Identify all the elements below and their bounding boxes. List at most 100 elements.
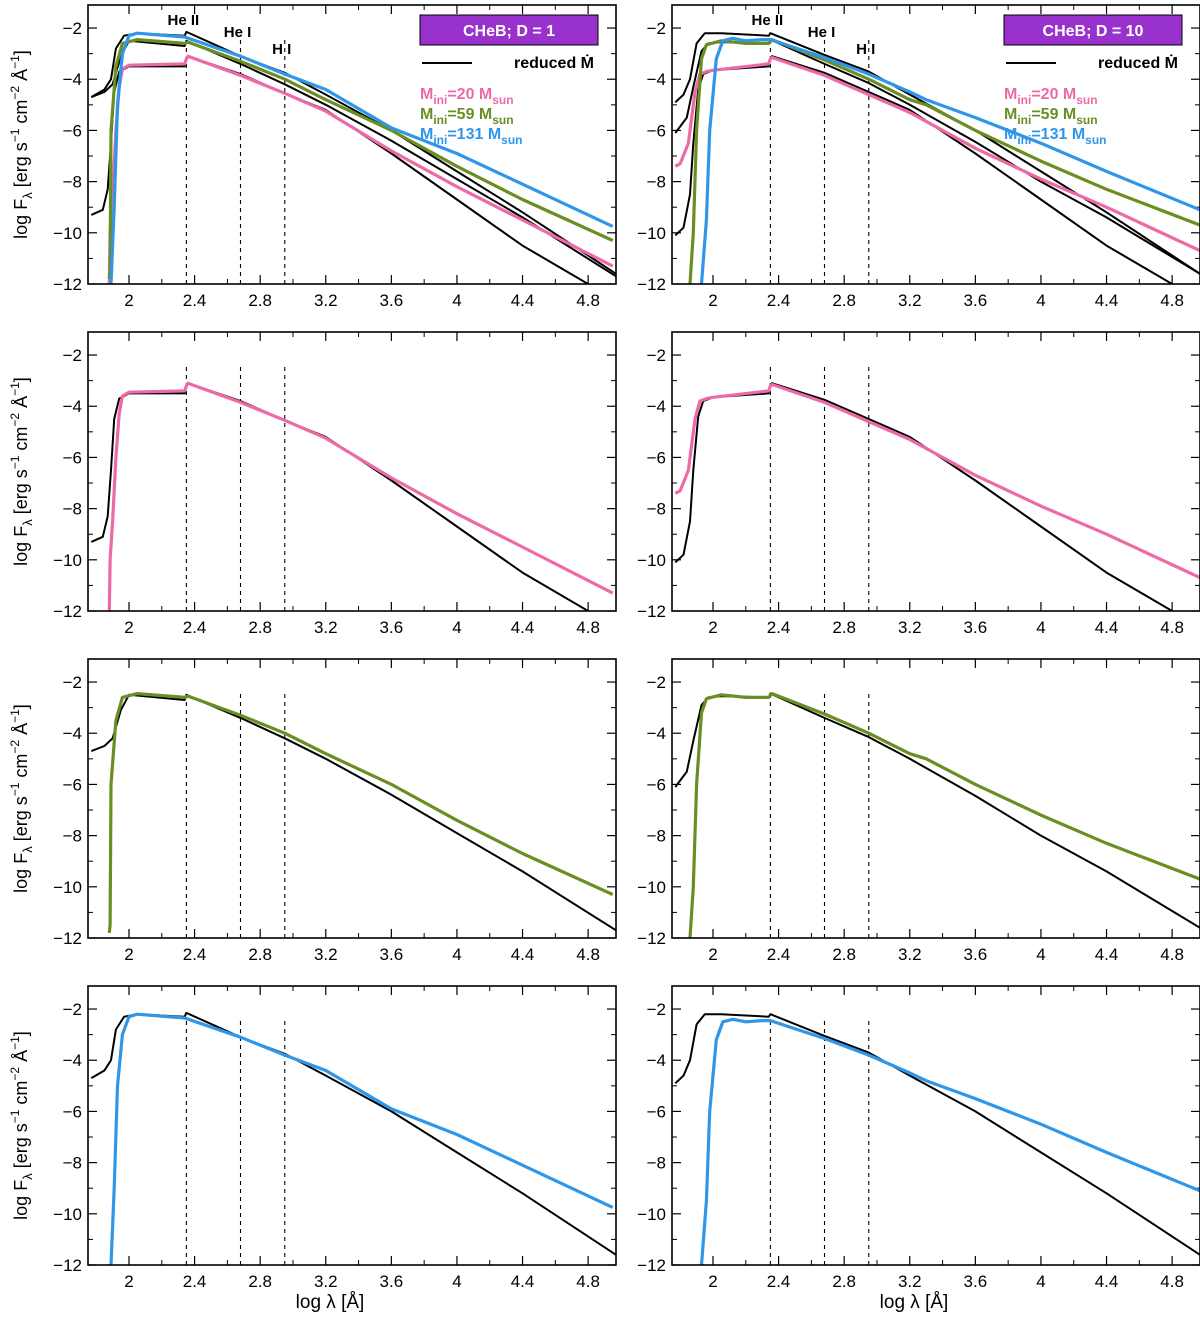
x-tick-label: 4	[452, 945, 461, 964]
x-tick-label: 4	[452, 291, 461, 310]
title-box-label: CHeB; D = 1	[463, 23, 555, 40]
y-tick-label: −6	[63, 121, 82, 140]
plot-frame	[88, 986, 616, 1265]
x-tick-label: 4.8	[576, 945, 600, 964]
series-m59	[690, 40, 1200, 284]
x-tick-label: 2.8	[248, 1272, 272, 1291]
y-tick-label: −8	[647, 500, 666, 519]
x-tick-label: 4.4	[511, 291, 535, 310]
x-tick-label: 3.2	[898, 291, 922, 310]
x-tick-label: 3.2	[314, 291, 338, 310]
series-group	[91, 1013, 616, 1265]
series-m20	[109, 383, 612, 611]
x-tick-label: 4.8	[576, 291, 600, 310]
y-tick-label: −10	[53, 1205, 82, 1224]
y-tick-label: −12	[637, 275, 666, 294]
x-tick-label: 2	[708, 945, 717, 964]
x-tick-label: 4	[1036, 1272, 1045, 1291]
y-axis-label: log Fλ [erg s−1 cm−2 Å−1]	[8, 704, 35, 893]
y-tick-label: −2	[63, 673, 82, 692]
x-tick-label: 2.4	[183, 945, 207, 964]
edge-label: He I	[224, 24, 252, 41]
y-tick-label: −8	[63, 1154, 82, 1173]
y-tick-label: −8	[647, 173, 666, 192]
x-tick-label: 4.8	[1160, 945, 1184, 964]
x-tick-label: 2.8	[248, 618, 272, 637]
plot-frame	[88, 5, 616, 284]
x-tick-label: 2.4	[183, 1272, 207, 1291]
x-tick-label: 3.6	[964, 291, 988, 310]
x-tick-label: 3.2	[898, 945, 922, 964]
plot-frame	[672, 659, 1200, 938]
legend-entry-m131: Mini=131 Msun	[420, 126, 522, 147]
x-tick-label: 4.8	[576, 1272, 600, 1291]
series-group	[91, 383, 612, 611]
x-tick-label: 4	[452, 618, 461, 637]
x-tick-label: 2.4	[767, 1272, 791, 1291]
y-tick-label: −4	[647, 70, 666, 89]
y-tick-label: −10	[637, 551, 666, 570]
y-tick-label: −6	[647, 121, 666, 140]
x-tick-label: 4	[1036, 618, 1045, 637]
x-tick-label: 2.8	[832, 945, 856, 964]
series-m131	[702, 1019, 1200, 1265]
series-black-m20	[675, 383, 1172, 611]
legend-entry-m20: Mini=20 Msun	[1004, 86, 1098, 107]
x-tick-label: 2.4	[183, 291, 207, 310]
x-tick-label: 3.2	[898, 1272, 922, 1291]
y-tick-label: −10	[53, 224, 82, 243]
y-tick-label: −6	[63, 448, 82, 467]
y-tick-label: −12	[637, 1256, 666, 1275]
y-axis-label: log Fλ [erg s−1 cm−2 Å−1]	[8, 50, 35, 239]
y-tick-label: −10	[53, 878, 82, 897]
series-m59	[690, 694, 1200, 938]
plot-frame	[672, 332, 1200, 611]
x-tick-label: 2	[708, 291, 717, 310]
series-black-m20	[675, 56, 1172, 284]
series-group	[91, 694, 616, 933]
series-black-m20	[91, 56, 588, 284]
y-tick-label: −10	[637, 1205, 666, 1224]
series-group	[675, 694, 1200, 938]
x-tick-label: 4.4	[1095, 291, 1119, 310]
y-tick-label: −12	[53, 275, 82, 294]
x-tick-label: 4.4	[1095, 1272, 1119, 1291]
x-tick-label: 3.6	[380, 945, 404, 964]
series-m131	[111, 1014, 613, 1265]
x-tick-label: 4.8	[1160, 1272, 1184, 1291]
x-tick-label: 4.8	[1160, 291, 1184, 310]
x-tick-label: 3.2	[314, 945, 338, 964]
legend-reduced-label: reduced Ṁ	[1098, 54, 1178, 72]
y-tick-label: −6	[647, 775, 666, 794]
x-tick-label: 4.4	[511, 1272, 535, 1291]
series-black-m59	[675, 40, 1200, 274]
edge-label: H I	[272, 41, 291, 58]
y-tick-label: −12	[53, 929, 82, 948]
y-tick-label: −10	[53, 551, 82, 570]
series-m20	[109, 56, 612, 284]
y-tick-label: −4	[647, 1051, 666, 1070]
x-tick-label: 3.6	[964, 618, 988, 637]
y-tick-label: −6	[63, 775, 82, 794]
x-tick-label: 2.8	[832, 618, 856, 637]
x-tick-label: 2	[708, 618, 717, 637]
title-box-label: CHeB; D = 10	[1043, 23, 1144, 40]
y-tick-label: −2	[647, 673, 666, 692]
edge-label: He II	[168, 12, 200, 29]
x-tick-label: 3.6	[380, 291, 404, 310]
legend-entry-m59: Mini=59 Msun	[1004, 106, 1098, 127]
series-black-m59	[91, 41, 616, 276]
x-tick-label: 4	[1036, 945, 1045, 964]
x-tick-label: 2.8	[248, 945, 272, 964]
x-tick-label: 2	[124, 291, 133, 310]
y-tick-label: −12	[637, 929, 666, 948]
y-tick-label: −8	[63, 500, 82, 519]
x-tick-label: 4.4	[511, 945, 535, 964]
series-black-m59	[675, 694, 1200, 928]
